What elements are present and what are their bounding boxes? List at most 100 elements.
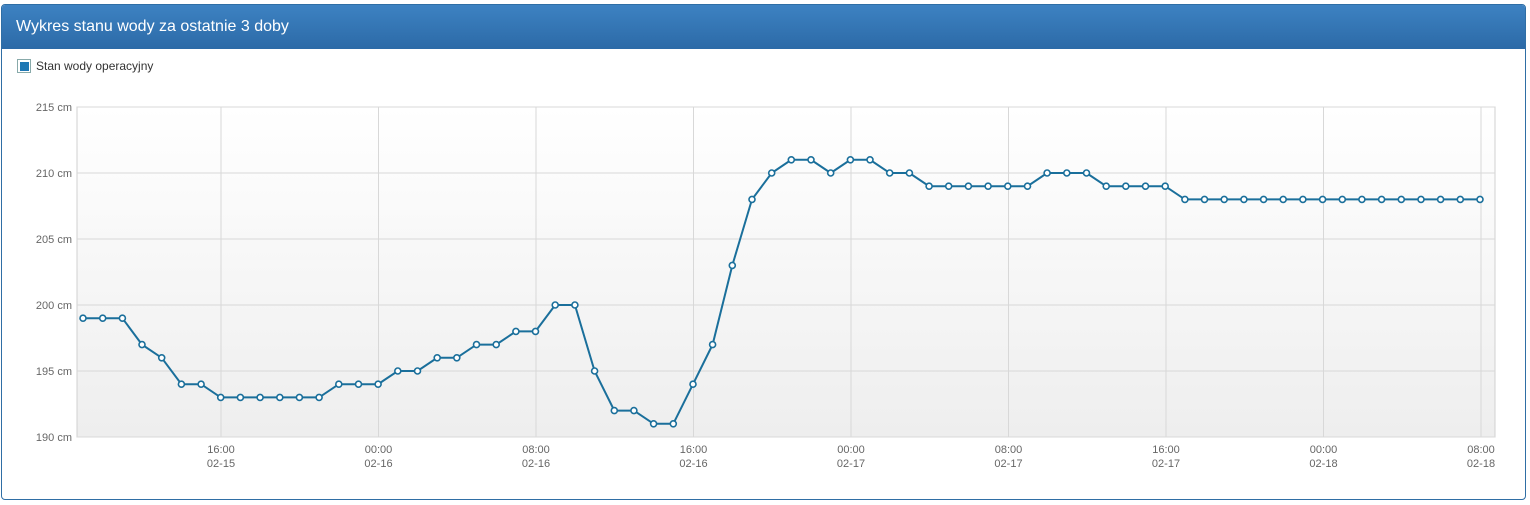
- data-point[interactable]: [610, 406, 619, 415]
- data-point[interactable]: [1181, 195, 1189, 204]
- data-point[interactable]: [295, 393, 304, 402]
- y-tick-label: 210 cm: [36, 168, 72, 180]
- data-point[interactable]: [531, 327, 540, 336]
- x-tick-time: 00:00: [365, 444, 393, 456]
- data-point[interactable]: [964, 182, 973, 190]
- data-point[interactable]: [472, 340, 481, 349]
- data-point[interactable]: [1063, 169, 1071, 177]
- data-point[interactable]: [571, 301, 579, 309]
- data-point[interactable]: [216, 393, 225, 402]
- x-tick-date: 02-17: [837, 458, 865, 470]
- y-tick-label: 195 cm: [36, 366, 72, 378]
- x-tick-time: 08:00: [522, 444, 550, 456]
- data-point[interactable]: [669, 419, 678, 428]
- data-point[interactable]: [354, 380, 363, 389]
- data-point[interactable]: [138, 340, 146, 349]
- data-point[interactable]: [767, 169, 776, 177]
- x-tick-time: 08:00: [1467, 444, 1495, 456]
- data-point[interactable]: [1003, 182, 1012, 190]
- data-point[interactable]: [1043, 169, 1051, 177]
- data-point[interactable]: [728, 261, 737, 270]
- data-point[interactable]: [512, 327, 520, 336]
- data-point[interactable]: [492, 340, 501, 349]
- x-tick-date: 02-16: [364, 458, 392, 470]
- x-tick-time: 00:00: [1310, 444, 1338, 456]
- data-point[interactable]: [433, 353, 442, 362]
- data-point[interactable]: [197, 380, 205, 389]
- data-point[interactable]: [275, 393, 284, 402]
- data-point[interactable]: [551, 301, 560, 309]
- data-point[interactable]: [177, 380, 186, 389]
- y-tick-label: 215 cm: [36, 102, 72, 114]
- y-tick-label: 200 cm: [36, 300, 72, 312]
- legend-label: Stan wody operacyjny: [36, 59, 154, 73]
- data-point[interactable]: [1240, 195, 1248, 204]
- data-point[interactable]: [334, 380, 343, 389]
- data-point[interactable]: [866, 156, 874, 164]
- data-point[interactable]: [630, 406, 638, 415]
- x-tick-time: 16:00: [207, 444, 235, 456]
- data-point[interactable]: [885, 169, 894, 177]
- data-point[interactable]: [315, 393, 323, 402]
- data-point[interactable]: [1476, 195, 1484, 204]
- data-point[interactable]: [787, 156, 796, 164]
- data-point[interactable]: [748, 195, 756, 204]
- x-tick-date: 02-17: [994, 458, 1022, 470]
- x-tick-date: 02-18: [1467, 458, 1495, 470]
- plot-area: [76, 106, 1496, 438]
- data-point[interactable]: [649, 419, 658, 428]
- data-point[interactable]: [944, 182, 953, 190]
- data-point[interactable]: [590, 367, 599, 375]
- data-point[interactable]: [925, 182, 933, 190]
- data-point[interactable]: [157, 353, 166, 362]
- data-point[interactable]: [807, 156, 815, 164]
- data-point[interactable]: [1161, 182, 1169, 190]
- data-point[interactable]: [1141, 182, 1150, 190]
- data-point[interactable]: [1338, 195, 1347, 204]
- data-point[interactable]: [1377, 195, 1386, 204]
- data-point[interactable]: [826, 169, 835, 177]
- x-tick-date: 02-17: [1152, 458, 1180, 470]
- data-point[interactable]: [1417, 195, 1425, 204]
- data-point[interactable]: [1220, 195, 1228, 204]
- data-point[interactable]: [1082, 169, 1091, 177]
- legend-checkbox-icon[interactable]: [17, 59, 31, 73]
- data-point[interactable]: [708, 340, 717, 349]
- legend-item[interactable]: Stan wody operacyjny: [17, 59, 153, 73]
- x-tick-date: 02-15: [207, 458, 235, 470]
- data-point[interactable]: [374, 380, 382, 389]
- x-tick-time: 08:00: [995, 444, 1023, 456]
- data-point[interactable]: [413, 367, 422, 375]
- y-tick-label: 190 cm: [36, 432, 72, 444]
- data-point[interactable]: [905, 169, 914, 177]
- data-point[interactable]: [1102, 182, 1110, 190]
- x-tick-date: 02-18: [1309, 458, 1337, 470]
- data-point[interactable]: [236, 393, 245, 402]
- data-point[interactable]: [452, 353, 461, 362]
- data-point[interactable]: [984, 182, 992, 190]
- data-point[interactable]: [1318, 195, 1327, 204]
- data-point[interactable]: [1299, 195, 1307, 204]
- data-point[interactable]: [1122, 182, 1130, 190]
- data-point[interactable]: [846, 156, 855, 164]
- data-point[interactable]: [1436, 195, 1445, 204]
- data-point[interactable]: [1456, 195, 1465, 204]
- x-tick-time: 16:00: [680, 444, 708, 456]
- data-point[interactable]: [393, 367, 402, 375]
- data-point[interactable]: [79, 314, 87, 323]
- data-point[interactable]: [118, 314, 127, 323]
- data-point[interactable]: [256, 393, 264, 402]
- data-point[interactable]: [1023, 182, 1032, 190]
- x-tick-date: 02-16: [679, 458, 707, 470]
- x-tick-date: 02-16: [522, 458, 550, 470]
- x-tick-time: 00:00: [837, 444, 865, 456]
- data-point[interactable]: [1259, 195, 1268, 204]
- data-point[interactable]: [689, 380, 697, 389]
- data-point[interactable]: [98, 314, 107, 323]
- data-point[interactable]: [1279, 195, 1287, 204]
- data-point[interactable]: [1200, 195, 1209, 204]
- data-point[interactable]: [1358, 195, 1366, 204]
- data-point[interactable]: [1397, 195, 1406, 204]
- panel-title: Wykres stanu wody za ostatnie 3 doby: [2, 5, 1525, 49]
